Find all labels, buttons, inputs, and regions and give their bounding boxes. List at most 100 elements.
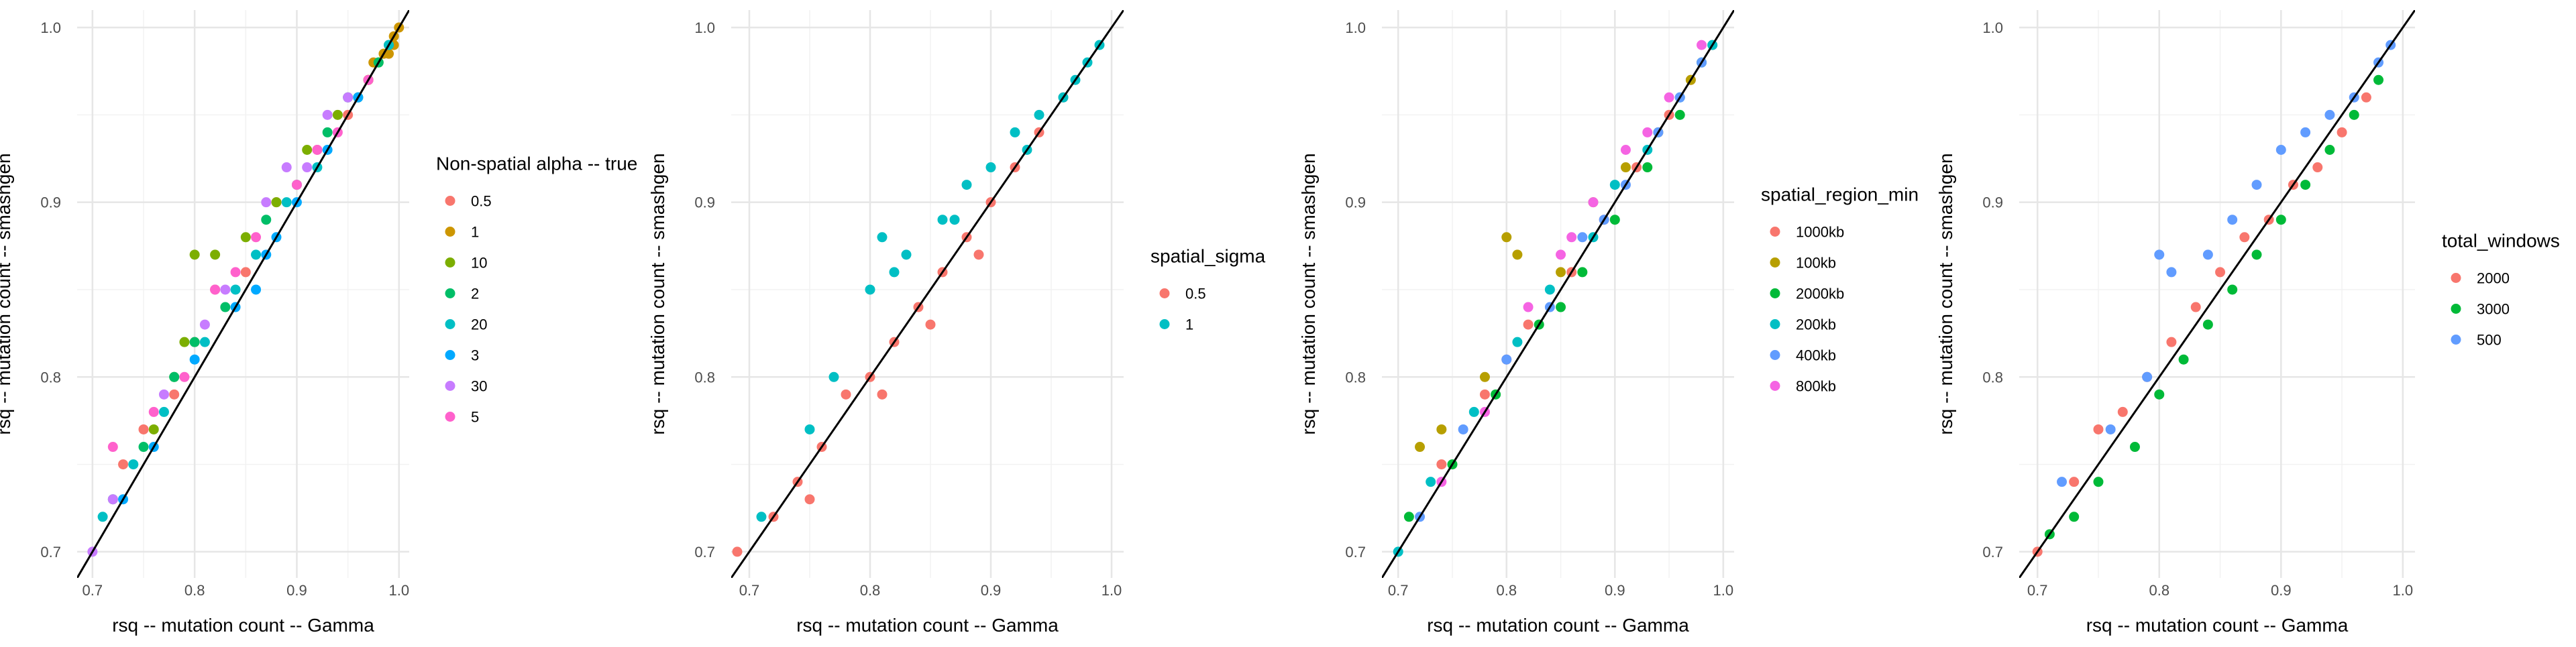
x-tick-label: 0.7 (2027, 582, 2048, 599)
scatter-point (804, 424, 815, 434)
legend: spatial_region_min 1000kb 100kb 2000kb 200kb… (1761, 184, 1919, 395)
y-tick-label: 0.9 (1982, 194, 2003, 211)
y-tick-label: 1.0 (1982, 19, 2003, 36)
scatter-point (302, 162, 313, 173)
scatter-point (1642, 127, 1653, 137)
scatter-point (1642, 162, 1653, 173)
scatter-point (220, 284, 231, 295)
legend-label: 2000 (2477, 270, 2510, 287)
scatter-point (2166, 337, 2177, 347)
legend-title: spatial_sigma (1150, 246, 1266, 267)
legend-title: Non-spatial alpha -- true (436, 154, 637, 174)
scatter-point (1501, 354, 1512, 365)
legend-key (445, 196, 455, 206)
legend-key (1770, 319, 1780, 329)
scatter-point (1609, 215, 1620, 225)
legend-label: 100kb (1796, 255, 1836, 272)
scatter-point (1436, 459, 1447, 470)
scatter-point (230, 267, 241, 278)
scatter-point (189, 337, 200, 347)
scatter-point (322, 109, 333, 120)
scatter-point (291, 180, 302, 190)
scatter-point (2117, 406, 2128, 417)
grid (731, 10, 1124, 578)
scatter-point (189, 249, 200, 260)
x-tick-label: 1.0 (1102, 582, 1122, 599)
scatter-point (2251, 180, 2262, 190)
scatter-point (2057, 477, 2068, 487)
scatter-point (240, 232, 251, 243)
legend-key (445, 412, 455, 422)
scatter-point (1468, 406, 1479, 417)
scatter-point (138, 442, 149, 453)
scatter-point (97, 512, 108, 522)
scatter-point (1512, 249, 1523, 260)
y-tick-label: 0.9 (1345, 194, 1366, 211)
legend-label: 3 (471, 347, 479, 364)
legend-key (445, 227, 455, 237)
scatter-point (973, 249, 984, 260)
scatter-point (2324, 109, 2335, 120)
scatter-point (332, 109, 343, 120)
y-tick-label: 0.9 (40, 194, 61, 211)
legend-key (1770, 350, 1780, 360)
scatter-point (2166, 267, 2177, 278)
legend-key (445, 319, 455, 329)
scatter-point (2300, 180, 2311, 190)
scatter-point (2093, 424, 2104, 434)
scatter-point (1556, 267, 1566, 278)
legend-key (1770, 257, 1780, 268)
scatter-point (169, 371, 180, 382)
legend-key (445, 381, 455, 391)
x-axis-label: rsq -- mutation count -- Gamma (1427, 615, 1689, 636)
y-tick-label: 0.9 (694, 194, 715, 211)
scatter-point (302, 144, 313, 155)
scatter-point (322, 127, 333, 137)
legend-key (2451, 304, 2461, 314)
y-tick-label: 0.7 (40, 544, 61, 561)
scatter-point (1010, 127, 1020, 137)
scatter-point (1544, 284, 1555, 295)
scatter-point (179, 337, 190, 347)
scatter-point (179, 371, 190, 382)
legend-key (2451, 273, 2461, 283)
legend-label: 400kb (1796, 347, 1836, 364)
legend-label: 1 (471, 224, 479, 241)
scatter-point (158, 406, 169, 417)
scatter-point (271, 197, 282, 208)
scatter-point (2093, 477, 2104, 487)
scatter-point (230, 284, 241, 295)
y-tick-label: 1.0 (1345, 19, 1366, 36)
legend-label: 30 (471, 378, 487, 395)
scatter-point (210, 249, 221, 260)
legend-label: 2000kb (1796, 286, 1844, 302)
scatter-point (148, 406, 159, 417)
legend-key (1159, 319, 1170, 329)
scatter-point (985, 162, 996, 173)
scatter-point (1415, 442, 1426, 453)
scatter-point (189, 354, 200, 365)
identity-line (731, 10, 1124, 578)
legend-key (445, 257, 455, 268)
scatter-point (1512, 337, 1523, 347)
scatter-point (961, 180, 972, 190)
scatter-point (877, 232, 888, 243)
scatter-point (2202, 249, 2213, 260)
y-axis-label: rsq -- mutation count -- smashgen (0, 153, 14, 434)
scatter-point (2215, 267, 2226, 278)
legend-label: 0.5 (471, 193, 492, 210)
scatter-point (281, 162, 292, 173)
legend-label: 200kb (1796, 316, 1836, 333)
scatter-point (1664, 92, 1674, 103)
x-tick-label: 1.0 (388, 582, 409, 599)
x-tick-label: 0.7 (739, 582, 760, 599)
scatter-point (220, 302, 231, 312)
scatter-point (1577, 232, 1588, 243)
scatter-point (2361, 92, 2371, 103)
grid (77, 10, 409, 578)
scatter-point (2129, 442, 2140, 453)
scatter-point (1588, 197, 1599, 208)
scatter-point (1697, 40, 1707, 50)
